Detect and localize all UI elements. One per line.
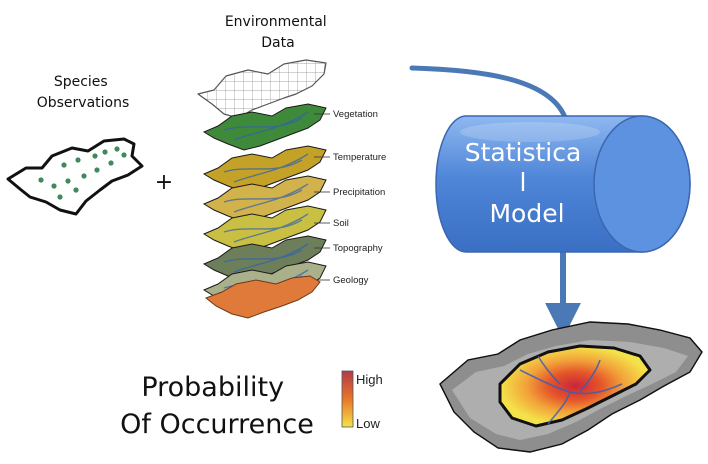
statistical-model-cylinder: Statistica l Model bbox=[435, 115, 691, 253]
observation-point bbox=[102, 149, 108, 155]
river-network bbox=[519, 355, 623, 425]
probability-title-line-2: Of Occurrence bbox=[120, 409, 314, 440]
environmental-data-group: Environmental Data Vegetation Temperature… bbox=[197, 14, 386, 319]
statistical-model-label: Statistica l Model bbox=[465, 138, 590, 228]
layer-texture bbox=[223, 213, 309, 243]
layer-label-precipitation: Precipitation bbox=[333, 187, 385, 198]
cylinder-end-cap bbox=[593, 115, 691, 253]
layer-texture bbox=[223, 111, 309, 141]
species-title-line-1: Species bbox=[54, 74, 108, 90]
arrow-to-model bbox=[409, 65, 569, 123]
suitability-heatmap bbox=[498, 344, 652, 428]
probability-legend: High Low bbox=[341, 370, 383, 431]
observation-point bbox=[81, 173, 87, 179]
observation-point bbox=[114, 146, 120, 152]
observation-point bbox=[65, 178, 71, 184]
geology-base-layer bbox=[205, 275, 321, 319]
layer-texture bbox=[223, 183, 309, 213]
layer-label-geology: Geology bbox=[333, 275, 369, 286]
model-label-line-2: l bbox=[520, 168, 527, 197]
layer-label-vegetation: Vegetation bbox=[333, 109, 378, 120]
species-observations-group: Species Observations bbox=[6, 74, 144, 216]
species-title-line-2: Observations bbox=[37, 95, 130, 111]
probability-title: Probability Of Occurrence bbox=[120, 372, 314, 440]
probability-map bbox=[439, 321, 703, 453]
legend-high-label: High bbox=[356, 372, 383, 387]
cylinder-highlight bbox=[460, 122, 600, 142]
legend-low-label: Low bbox=[356, 416, 380, 431]
observation-point bbox=[51, 183, 57, 189]
observation-points bbox=[38, 146, 127, 200]
species-range-outline bbox=[6, 137, 144, 216]
environmental-data-title: Environmental Data bbox=[225, 14, 331, 51]
map-outer-outline bbox=[439, 321, 703, 453]
layer-label-temperature: Temperature bbox=[333, 152, 386, 163]
model-label-line-1: Statistica bbox=[465, 138, 582, 167]
observation-point bbox=[57, 194, 63, 200]
observation-point bbox=[73, 187, 79, 193]
probability-title-line-1: Probability bbox=[141, 372, 284, 403]
environmental-title-line-2: Data bbox=[261, 35, 294, 51]
layer-topography: Topography bbox=[202, 235, 383, 283]
model-label-line-3: Model bbox=[489, 199, 564, 228]
observation-point bbox=[121, 152, 127, 158]
legend-color-ramp bbox=[341, 370, 354, 428]
layer-texture bbox=[223, 153, 309, 183]
layer-vegetation: Vegetation bbox=[202, 103, 378, 151]
observation-point bbox=[38, 177, 44, 183]
layer-label-soil: Soil bbox=[333, 218, 349, 229]
observation-point bbox=[75, 157, 81, 163]
observation-point bbox=[94, 167, 100, 173]
observation-point bbox=[61, 162, 67, 168]
observation-point bbox=[108, 160, 114, 166]
environmental-title-line-1: Environmental bbox=[225, 14, 327, 30]
plus-sign: + bbox=[155, 170, 173, 195]
layer-texture bbox=[223, 243, 309, 273]
species-observations-title: Species Observations bbox=[37, 74, 130, 111]
observation-point bbox=[92, 153, 98, 159]
layer-label-topography: Topography bbox=[333, 243, 383, 254]
